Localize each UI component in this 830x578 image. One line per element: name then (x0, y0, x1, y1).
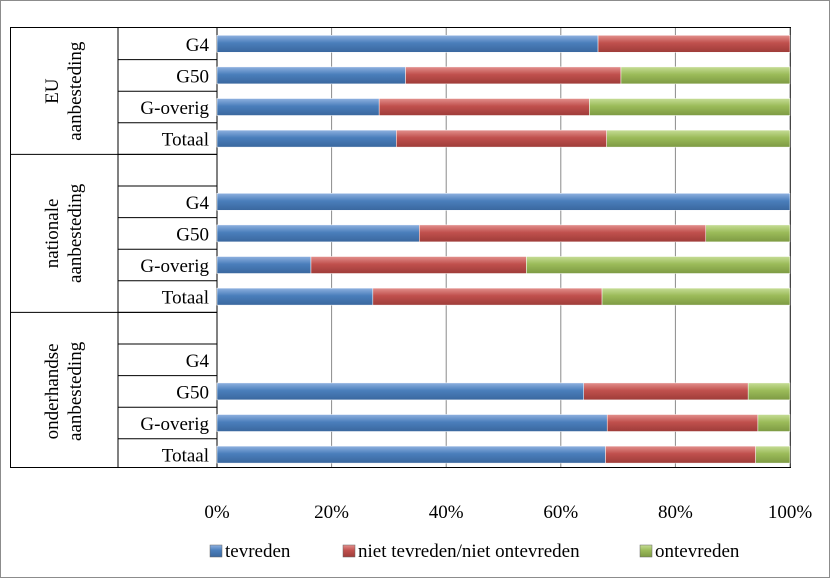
category-label: G-overig (140, 256, 209, 277)
bar-segment-neutraal (583, 382, 749, 401)
bar-segment-tevreden (216, 256, 312, 274)
bar-segment-tevreden (216, 98, 380, 116)
bar-segment-tevreden (216, 382, 584, 401)
bar-segment-neutraal (605, 445, 756, 464)
bar-segment-tevreden (216, 445, 606, 464)
category-label: G4 (186, 351, 210, 372)
bar-segment-neutraal (606, 414, 759, 432)
category-label: Totaal (162, 130, 209, 151)
bars (216, 35, 791, 464)
category-label: G50 (176, 66, 209, 87)
category-label: Totaal (162, 288, 209, 309)
category-label: G50 (176, 382, 209, 403)
bar-segment-neutraal (396, 129, 607, 148)
group-label: onderhandse aanbesteding (42, 341, 86, 441)
bar-segment-ontevreden (620, 66, 791, 85)
bar-segment-tevreden (216, 414, 608, 432)
x-axis-ticks: 0% 20% 40% 60% 80% 100% (204, 502, 812, 523)
bar-segment-ontevreden (526, 256, 791, 274)
bar-segment-tevreden (216, 287, 374, 306)
group-label: nationale aanbesteding (42, 183, 86, 283)
legend-swatch (342, 544, 356, 558)
bar-segment-neutraal (597, 35, 791, 53)
x-tick-label: 60% (543, 502, 578, 523)
bar-segment-tevreden (216, 129, 397, 148)
bar-segment-neutraal (405, 66, 622, 85)
x-tick-label: 100% (768, 502, 813, 523)
bar-segment-ontevreden (755, 445, 791, 464)
bar-segment-neutraal (378, 98, 590, 116)
x-tick-label: 20% (314, 502, 349, 523)
legend-label: niet tevreden/niet ontevreden (358, 541, 580, 562)
bar-segment-tevreden (216, 224, 420, 243)
bar-segment-ontevreden (757, 414, 791, 432)
bar-segment-ontevreden (601, 287, 791, 306)
category-label: G-overig (140, 414, 209, 435)
bar-segment-ontevreden (606, 129, 791, 148)
bar-segment-neutraal (419, 224, 707, 243)
x-tick-label: 80% (658, 502, 693, 523)
category-label: G4 (186, 193, 210, 214)
legend-swatch (209, 544, 223, 558)
bar-segment-ontevreden (705, 224, 791, 243)
category-label: G50 (176, 224, 209, 245)
x-tick-label: 40% (429, 502, 464, 523)
bar-segment-tevreden (216, 35, 599, 53)
group-label: EU aanbesteding (42, 41, 86, 141)
bar-segment-tevreden (216, 193, 791, 211)
bar-segment-neutraal (372, 287, 603, 306)
legend-label: tevreden (225, 541, 291, 562)
category-label: G-overig (140, 98, 209, 119)
group-labels: EU aanbesteding nationale aanbesteding onder… (42, 41, 86, 441)
legend-swatch (639, 544, 653, 558)
bar-segment-neutraal (310, 256, 527, 274)
bar-segment-ontevreden (747, 382, 791, 401)
category-labels: G4 G50 G-overig Totaal G4 G50 G-overig Totaal G4… (140, 35, 209, 467)
bar-segment-tevreden (216, 66, 406, 85)
legend: tevreden niet tevreden/niet ontevreden ont… (209, 541, 740, 562)
category-label: G4 (186, 35, 210, 56)
category-label: Totaal (162, 446, 209, 467)
legend-label: ontevreden (655, 541, 740, 562)
bar-segment-ontevreden (589, 98, 791, 116)
x-tick-label: 0% (204, 502, 230, 523)
